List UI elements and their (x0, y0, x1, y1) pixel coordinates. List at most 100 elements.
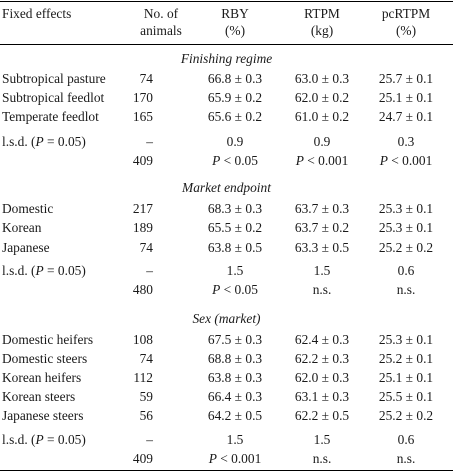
section-title-market-endpoint: Market endpoint (182, 180, 271, 195)
row-rtpm: 62.0 ± 0.2 (294, 90, 350, 105)
sig-animals: 480 (132, 282, 153, 297)
lsd-animals: – (146, 263, 153, 278)
sig-pcrtpm: P < 0.001 (379, 153, 433, 168)
row-rby: 68.8 ± 0.3 (207, 351, 263, 366)
row-rtpm: 63.7 ± 0.3 (294, 201, 350, 216)
row-rby: 63.8 ± 0.5 (207, 240, 263, 255)
row-label: Domestic (2, 201, 54, 216)
significance-row: 409 P < 0.05 P < 0.001 P < 0.001 (0, 153, 453, 169)
significance-row: 409 P < 0.001 n.s. n.s. (0, 451, 453, 467)
row-animals: 74 (139, 240, 153, 255)
header-row-1: Fixed effects No. of RBY RTPM pcRTPM (0, 6, 453, 22)
row-pcrtpm: 25.1 ± 0.1 (378, 370, 434, 385)
row-rby: 66.4 ± 0.3 (207, 389, 263, 404)
header-animals-line2: animals (140, 23, 182, 38)
header-pcrtpm-line2: (%) (395, 23, 417, 38)
row-rtpm: 61.0 ± 0.2 (294, 109, 350, 124)
table-row: Domestic steers 74 68.8 ± 0.3 62.2 ± 0.3… (0, 351, 453, 367)
header-row-2: animals (%) (kg) (%) (0, 23, 453, 39)
header-pcrtpm-line1: pcRTPM (381, 6, 431, 21)
table-row: Japanese steers 56 64.2 ± 0.5 62.2 ± 0.5… (0, 408, 453, 424)
lsd-label: l.s.d. (P = 0.05) (2, 263, 86, 278)
lsd-row: l.s.d. (P = 0.05) – 1.5 1.5 0.6 (0, 432, 453, 448)
sig-animals: 409 (132, 153, 153, 168)
sig-rtpm: n.s. (312, 451, 332, 466)
section-title-finishing-regime: Finishing regime (180, 51, 273, 66)
table-row: Domestic heifers 108 67.5 ± 0.3 62.4 ± 0… (0, 332, 453, 348)
row-label: Korean heifers (2, 370, 82, 385)
row-label: Japanese steers (2, 408, 84, 423)
row-rtpm: 63.3 ± 0.5 (294, 240, 350, 255)
table-row: Temperate feedlot 165 65.6 ± 0.2 61.0 ± … (0, 109, 453, 125)
row-animals: 108 (132, 332, 153, 347)
table-row: Korean steers 59 66.4 ± 0.3 63.1 ± 0.3 2… (0, 389, 453, 405)
section-title-sex-market: Sex (market) (192, 311, 261, 326)
row-label: Temperate feedlot (2, 109, 99, 124)
lsd-label: l.s.d. (P = 0.05) (2, 432, 86, 447)
lsd-row: l.s.d. (P = 0.05) – 0.9 0.9 0.3 (0, 134, 453, 150)
lsd-animals: – (146, 134, 153, 149)
row-rby: 66.8 ± 0.3 (207, 71, 263, 86)
sig-pcrtpm: n.s. (396, 282, 416, 297)
lsd-label: l.s.d. (P = 0.05) (2, 134, 86, 149)
row-pcrtpm: 25.3 ± 0.1 (378, 220, 434, 235)
lsd-rtpm: 1.5 (313, 263, 331, 278)
bottom-rule (0, 470, 453, 471)
header-rby-line1: RBY (221, 6, 249, 21)
row-rby: 65.6 ± 0.2 (207, 109, 263, 124)
table-row: Subtropical pasture 74 66.8 ± 0.3 63.0 ±… (0, 71, 453, 87)
row-rby: 63.8 ± 0.3 (207, 370, 263, 385)
row-rtpm: 62.2 ± 0.3 (294, 351, 350, 366)
row-animals: 74 (139, 71, 153, 86)
lsd-rby: 0.9 (226, 134, 244, 149)
row-rtpm: 62.0 ± 0.3 (294, 370, 350, 385)
row-animals: 59 (139, 389, 153, 404)
row-animals: 56 (139, 408, 153, 423)
row-animals: 165 (132, 109, 153, 124)
lsd-pcrtpm: 0.3 (397, 134, 415, 149)
row-rtpm: 63.1 ± 0.3 (294, 389, 350, 404)
row-pcrtpm: 25.3 ± 0.1 (378, 201, 434, 216)
lsd-animals: – (146, 432, 153, 447)
lsd-rtpm: 1.5 (313, 432, 331, 447)
row-label: Japanese (2, 240, 50, 255)
header-animals-line1: No. of (143, 6, 179, 21)
row-pcrtpm: 25.3 ± 0.1 (378, 332, 434, 347)
significance-row: 480 P < 0.05 n.s. n.s. (0, 282, 453, 298)
lsd-pcrtpm: 0.6 (397, 432, 415, 447)
header-rtpm-line2: (kg) (310, 23, 334, 38)
table-row: Korean heifers 112 63.8 ± 0.3 62.0 ± 0.3… (0, 370, 453, 386)
row-label: Domestic heifers (2, 332, 94, 347)
table-row: Korean 189 65.5 ± 0.2 63.7 ± 0.2 25.3 ± … (0, 220, 453, 236)
header-rby-line2: (%) (224, 23, 246, 38)
row-animals: 189 (132, 220, 153, 235)
lsd-row: l.s.d. (P = 0.05) – 1.5 1.5 0.6 (0, 263, 453, 279)
lsd-rby: 1.5 (226, 432, 244, 447)
lsd-rby: 1.5 (226, 263, 244, 278)
row-pcrtpm: 25.5 ± 0.1 (378, 389, 434, 404)
sig-rby: P < 0.05 (212, 153, 258, 168)
row-animals: 170 (132, 90, 153, 105)
sig-rtpm: n.s. (312, 282, 332, 297)
row-label: Subtropical feedlot (2, 90, 105, 105)
row-animals: 74 (139, 351, 153, 366)
table-row: Japanese 74 63.8 ± 0.5 63.3 ± 0.5 25.2 ±… (0, 240, 453, 256)
row-label: Domestic steers (2, 351, 88, 366)
sig-animals: 409 (132, 451, 153, 466)
row-pcrtpm: 25.7 ± 0.1 (378, 71, 434, 86)
row-pcrtpm: 24.7 ± 0.1 (378, 109, 434, 124)
row-rby: 65.5 ± 0.2 (207, 220, 263, 235)
row-pcrtpm: 25.1 ± 0.1 (378, 90, 434, 105)
row-pcrtpm: 25.2 ± 0.1 (378, 351, 434, 366)
top-rule (0, 1, 453, 2)
row-rby: 64.2 ± 0.5 (207, 408, 263, 423)
row-label: Korean steers (2, 389, 76, 404)
row-rtpm: 63.7 ± 0.2 (294, 220, 350, 235)
sig-pcrtpm: n.s. (396, 451, 416, 466)
row-animals: 112 (133, 370, 153, 385)
row-label: Subtropical pasture (2, 71, 106, 86)
row-rtpm: 62.2 ± 0.5 (294, 408, 350, 423)
row-rtpm: 62.4 ± 0.3 (294, 332, 350, 347)
row-rtpm: 63.0 ± 0.3 (294, 71, 350, 86)
